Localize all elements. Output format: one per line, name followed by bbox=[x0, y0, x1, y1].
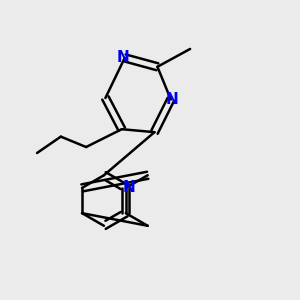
Text: N: N bbox=[117, 50, 130, 65]
Text: N: N bbox=[122, 180, 135, 195]
Text: N: N bbox=[166, 92, 179, 107]
